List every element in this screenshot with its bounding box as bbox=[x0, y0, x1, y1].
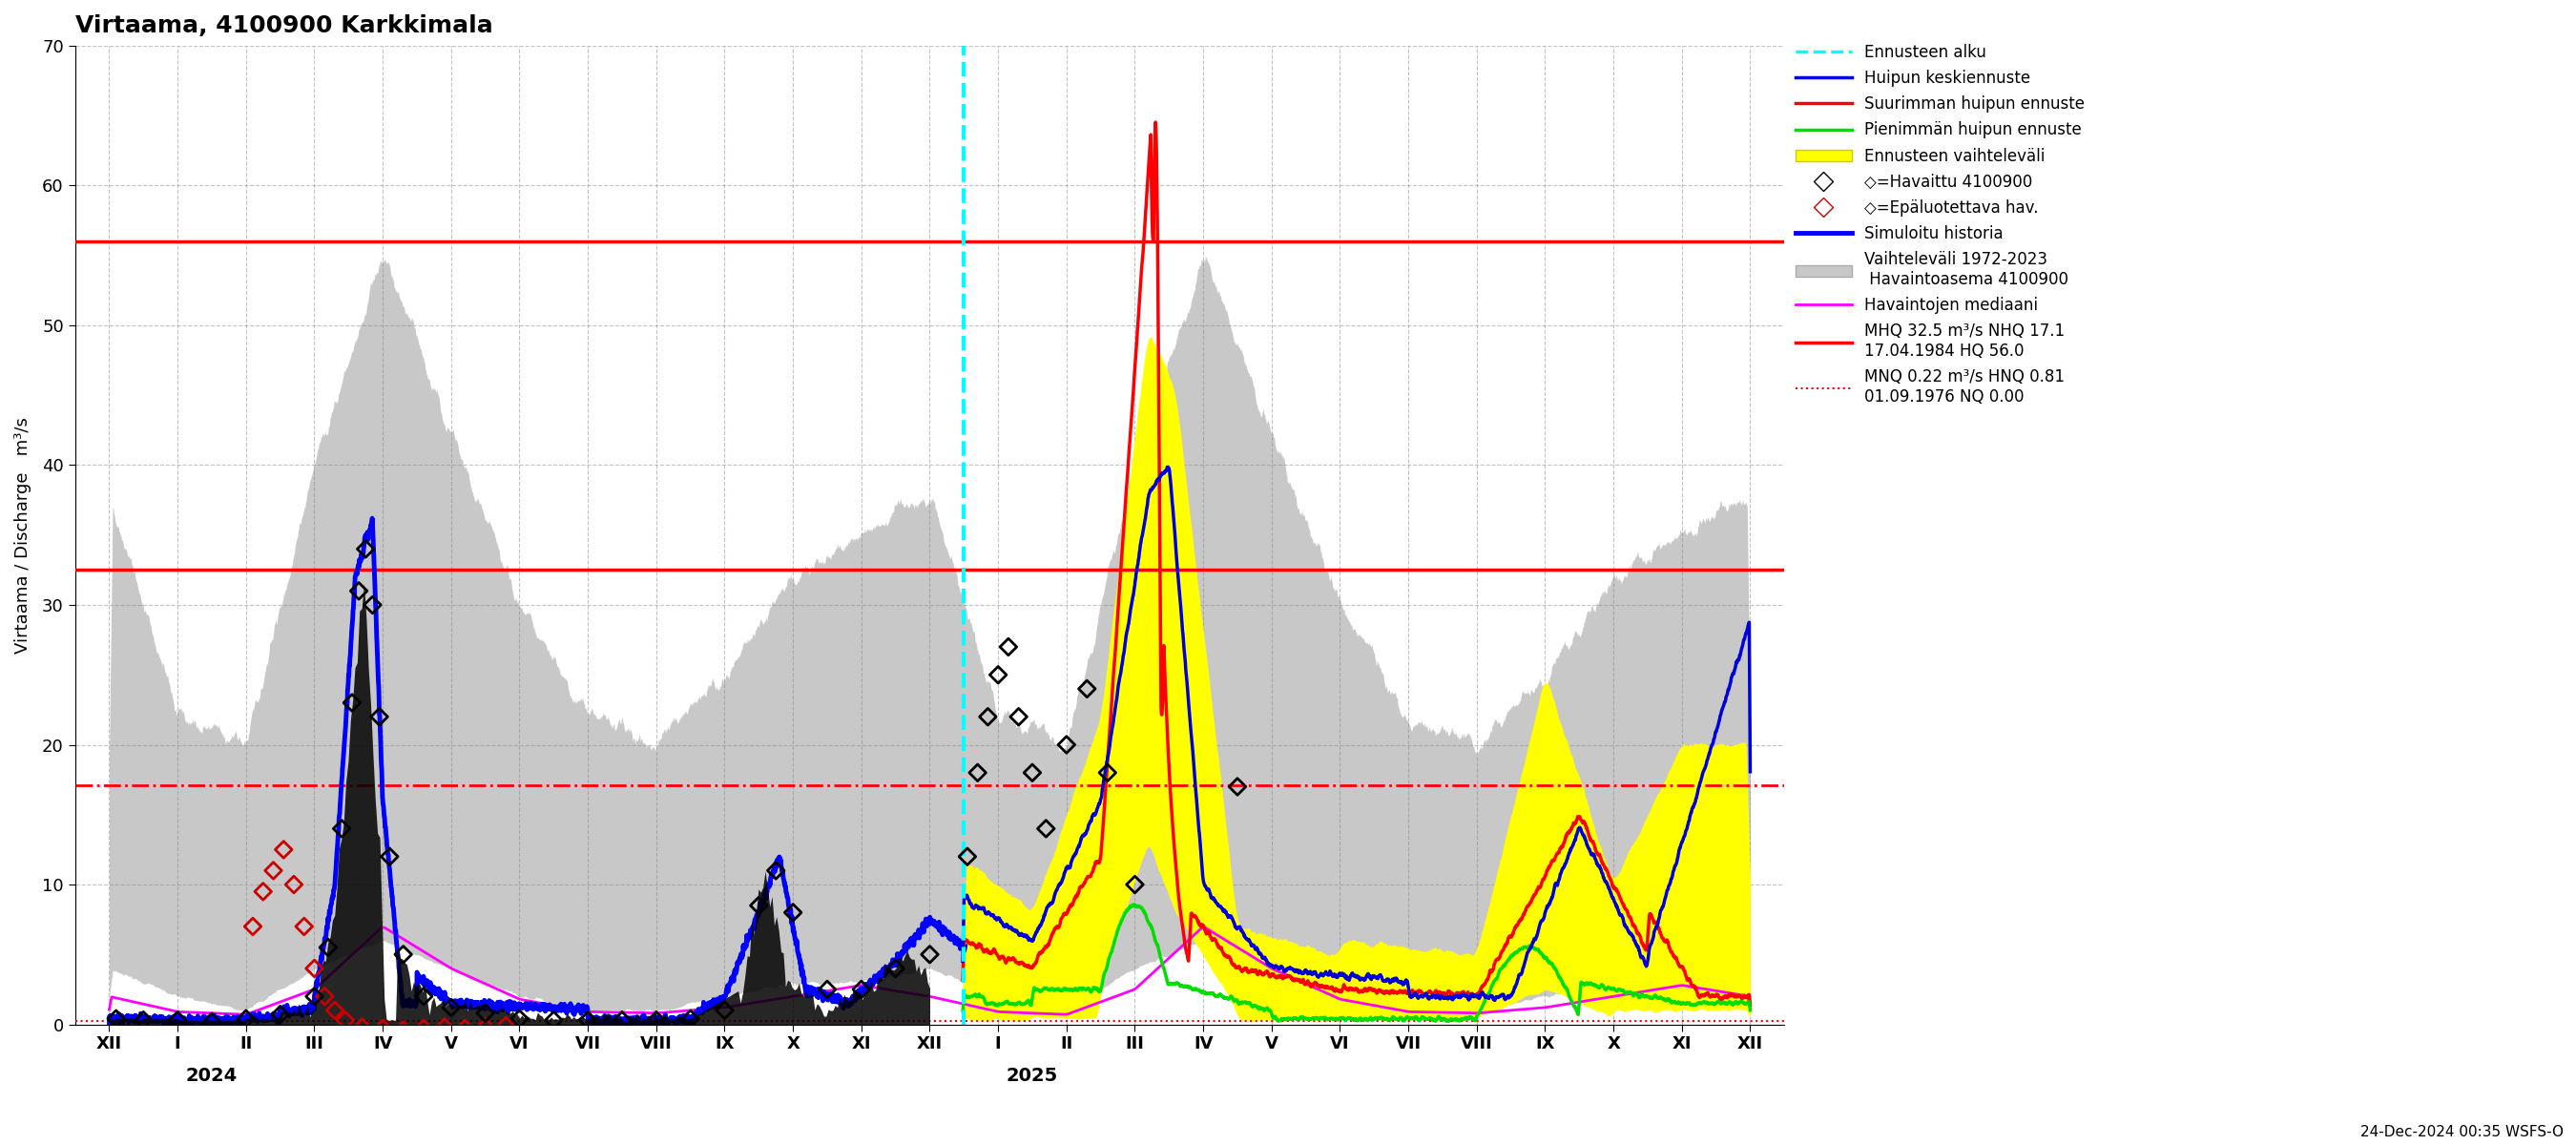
Point bbox=[464, 1018, 505, 1036]
Point bbox=[260, 1005, 301, 1024]
Point bbox=[806, 980, 848, 998]
Text: 24-Dec-2024 00:35 WSFS-O: 24-Dec-2024 00:35 WSFS-O bbox=[2360, 1124, 2563, 1139]
Point bbox=[384, 1021, 425, 1040]
Point bbox=[443, 1019, 484, 1037]
Point bbox=[252, 861, 294, 879]
Point bbox=[232, 917, 273, 935]
Point bbox=[263, 840, 304, 859]
Point bbox=[997, 708, 1038, 726]
Point bbox=[358, 708, 399, 726]
Point bbox=[773, 903, 814, 922]
Point bbox=[1046, 735, 1087, 753]
Point bbox=[368, 847, 410, 866]
Point bbox=[739, 897, 781, 915]
Point bbox=[273, 876, 314, 894]
Point bbox=[343, 1018, 384, 1036]
Point bbox=[157, 1011, 198, 1029]
Text: 2024: 2024 bbox=[185, 1067, 237, 1085]
Point bbox=[533, 1011, 574, 1029]
Point bbox=[948, 847, 989, 866]
Point bbox=[224, 1010, 265, 1028]
Point bbox=[294, 987, 335, 1005]
Point bbox=[500, 1010, 541, 1028]
Point bbox=[242, 883, 283, 901]
Point bbox=[283, 917, 325, 935]
Point bbox=[191, 1012, 232, 1030]
Point bbox=[95, 1010, 137, 1028]
Point bbox=[703, 1001, 744, 1019]
Text: Virtaama, 4100900 Karkkimala: Virtaama, 4100900 Karkkimala bbox=[75, 14, 492, 37]
Point bbox=[1025, 820, 1066, 838]
Point bbox=[363, 1019, 404, 1037]
Point bbox=[909, 946, 951, 964]
Point bbox=[307, 938, 348, 956]
Point bbox=[124, 1011, 165, 1029]
Point bbox=[876, 960, 917, 978]
Point bbox=[332, 694, 374, 712]
Point bbox=[987, 638, 1028, 656]
Point bbox=[1066, 680, 1108, 698]
Point bbox=[1012, 764, 1054, 782]
Point bbox=[404, 987, 446, 1005]
Point bbox=[464, 1004, 505, 1022]
Point bbox=[314, 1001, 355, 1019]
Point bbox=[755, 861, 796, 879]
Point bbox=[1115, 876, 1157, 894]
Point bbox=[337, 582, 379, 600]
Legend: Ennusteen alku, Huipun keskiennuste, Suurimman huipun ennuste, Pienimmän huipun : Ennusteen alku, Huipun keskiennuste, Suu… bbox=[1795, 44, 2084, 405]
Point bbox=[567, 1011, 608, 1029]
Point bbox=[958, 764, 999, 782]
Y-axis label: Virtaama / Discharge   m³/s: Virtaama / Discharge m³/s bbox=[15, 417, 31, 654]
Point bbox=[840, 980, 881, 998]
Point bbox=[384, 946, 425, 964]
Point bbox=[422, 1018, 464, 1036]
Point bbox=[966, 708, 1007, 726]
Point bbox=[325, 1011, 366, 1029]
Point bbox=[294, 960, 335, 978]
Point bbox=[670, 1010, 711, 1028]
Point bbox=[322, 820, 363, 838]
Point bbox=[353, 595, 394, 614]
Point bbox=[345, 539, 386, 558]
Point bbox=[484, 1017, 526, 1035]
Text: 2025: 2025 bbox=[1007, 1067, 1059, 1085]
Point bbox=[404, 1019, 446, 1037]
Point bbox=[430, 998, 471, 1017]
Point bbox=[304, 987, 345, 1005]
Point bbox=[1216, 777, 1257, 796]
Point bbox=[976, 665, 1018, 684]
Point bbox=[1087, 764, 1128, 782]
Point bbox=[600, 1011, 641, 1029]
Point bbox=[636, 1011, 677, 1029]
